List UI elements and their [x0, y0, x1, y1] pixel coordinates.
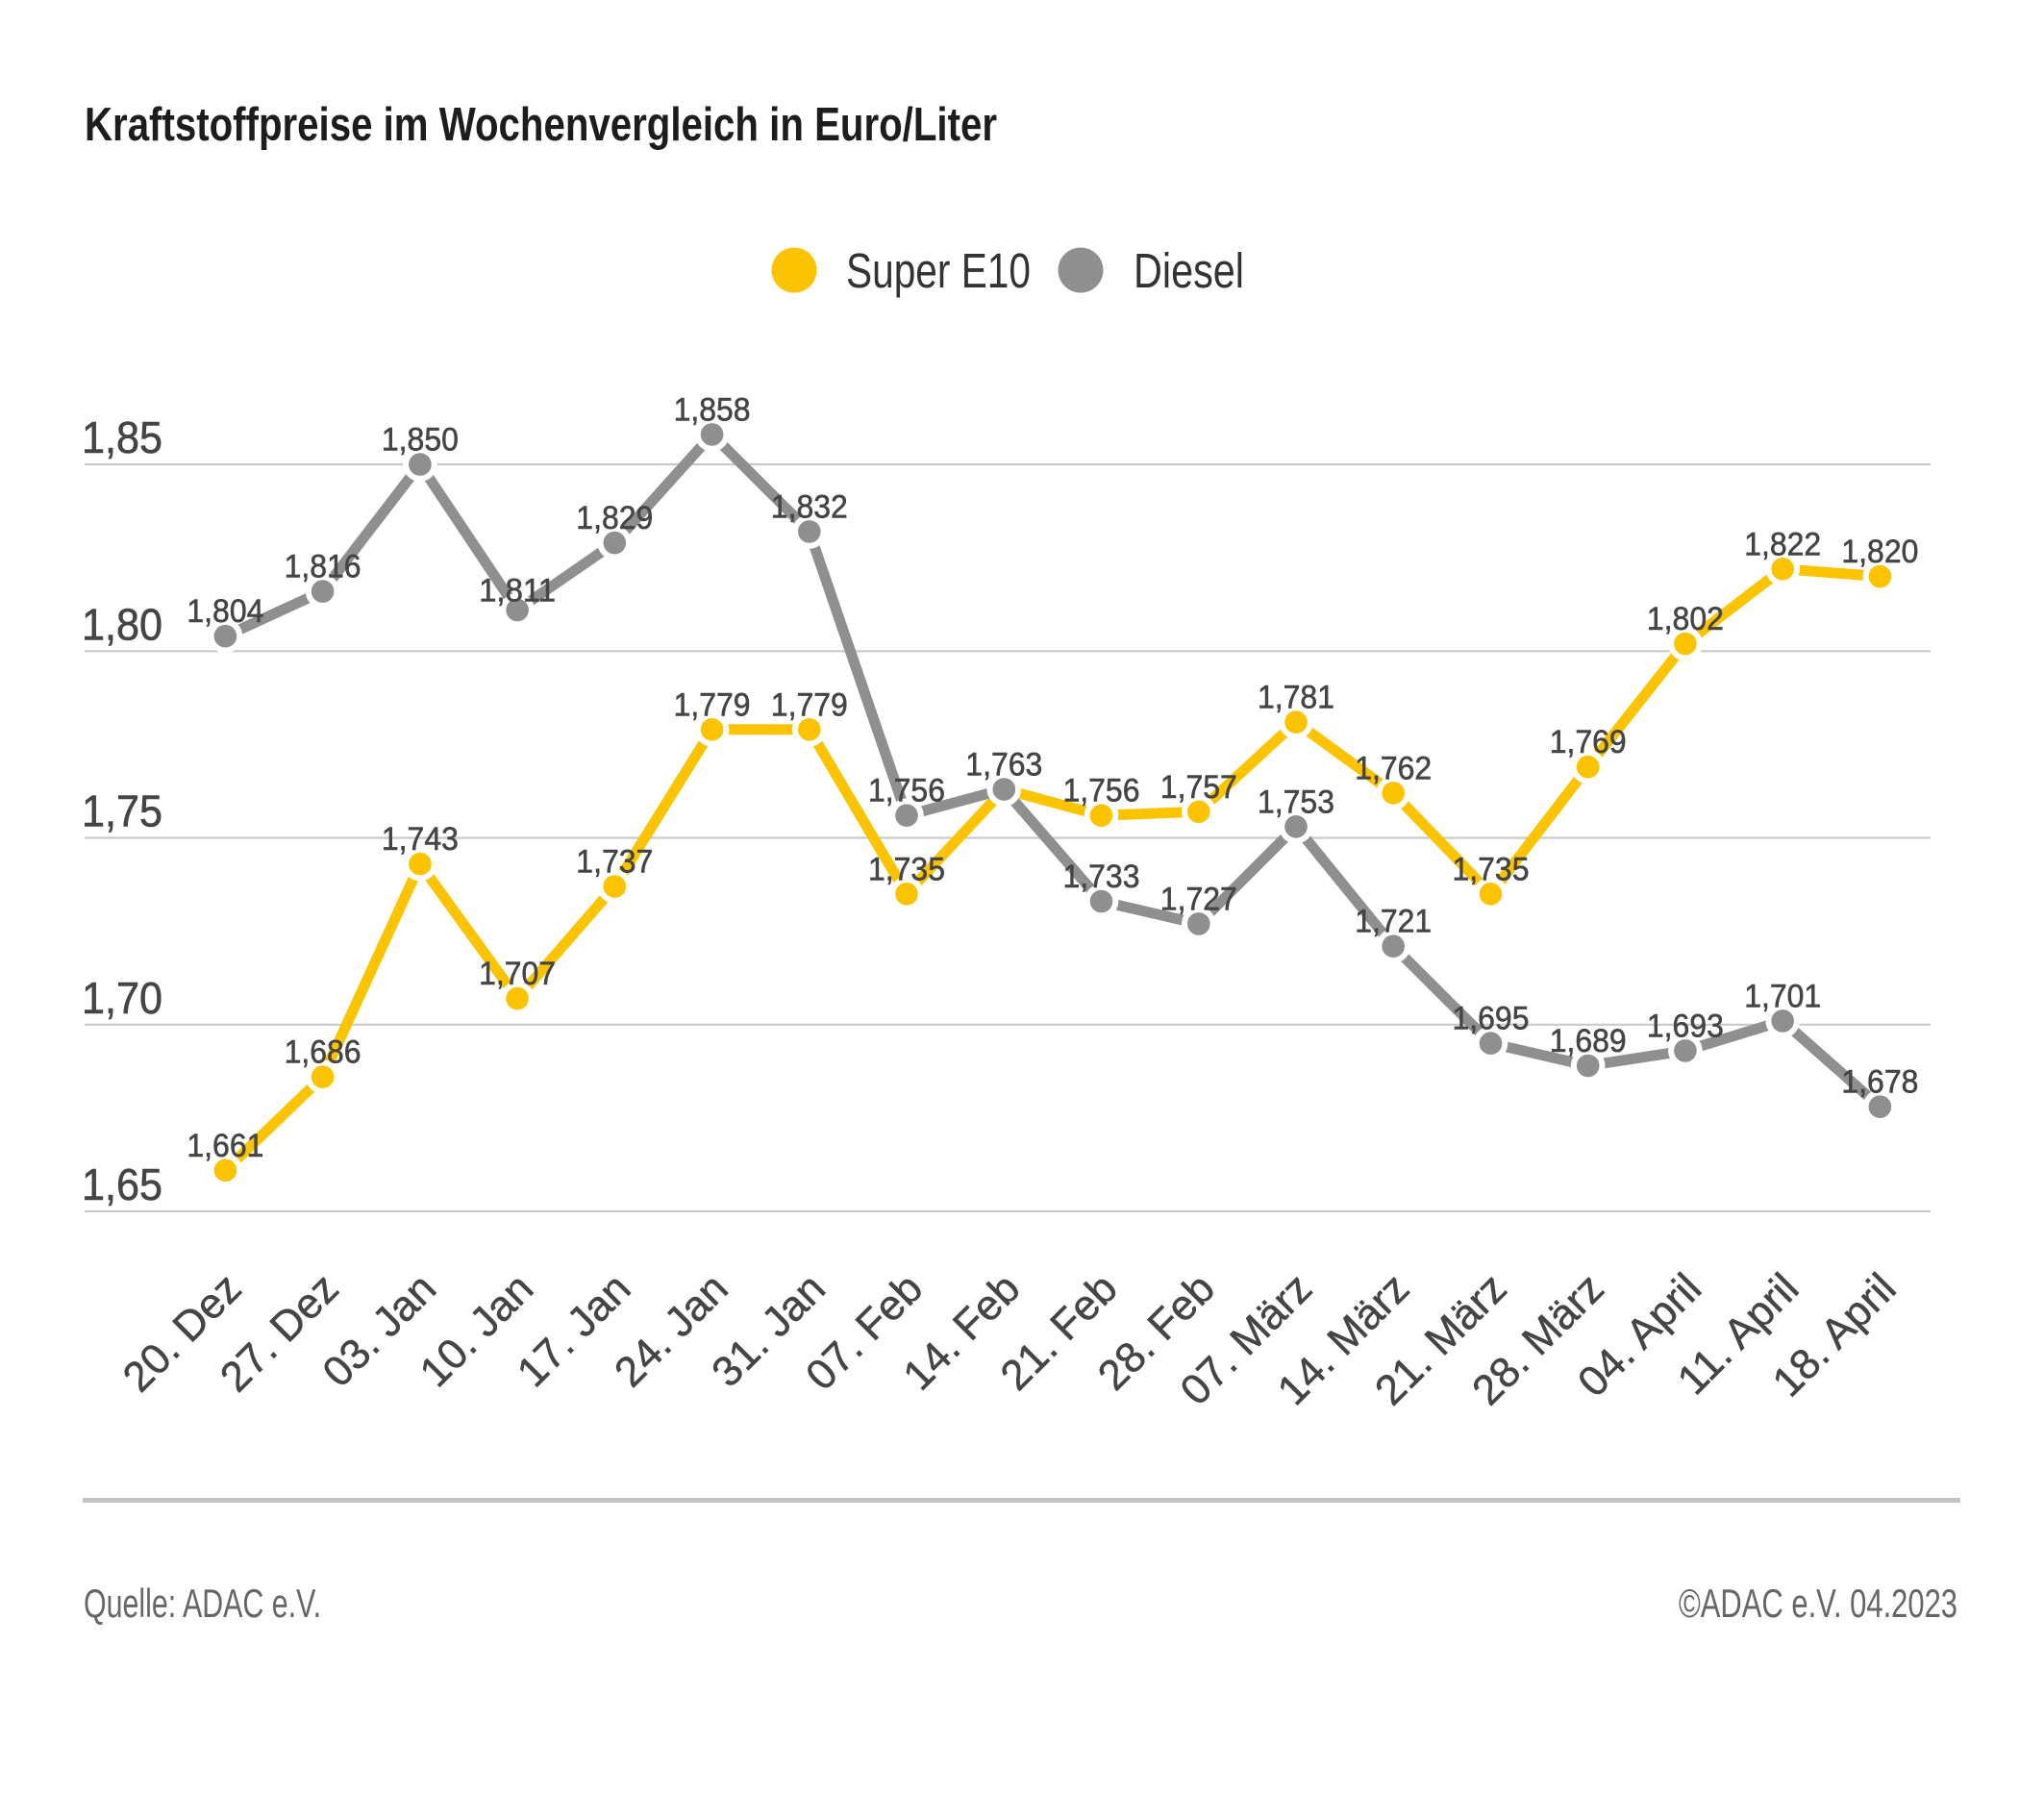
- svg-text:1,802: 1,802: [1647, 601, 1724, 637]
- svg-text:1,753: 1,753: [1258, 784, 1334, 820]
- svg-text:1,701: 1,701: [1744, 978, 1821, 1014]
- svg-text:1,727: 1,727: [1160, 881, 1237, 917]
- svg-text:Super E10: Super E10: [846, 243, 1031, 298]
- svg-text:1,661: 1,661: [187, 1128, 263, 1164]
- svg-text:1,689: 1,689: [1550, 1023, 1627, 1059]
- svg-text:1,733: 1,733: [1063, 859, 1140, 895]
- svg-text:1,769: 1,769: [1550, 724, 1627, 760]
- svg-text:1,756: 1,756: [1063, 773, 1140, 809]
- svg-text:1,829: 1,829: [576, 500, 653, 536]
- svg-text:1,75: 1,75: [82, 786, 162, 836]
- svg-text:1,816: 1,816: [285, 549, 361, 585]
- svg-text:1,756: 1,756: [868, 773, 945, 809]
- svg-text:1,743: 1,743: [382, 821, 459, 858]
- svg-text:1,686: 1,686: [285, 1034, 361, 1071]
- svg-text:1,695: 1,695: [1453, 1001, 1530, 1037]
- svg-text:1,65: 1,65: [82, 1159, 162, 1209]
- svg-text:1,721: 1,721: [1355, 904, 1432, 940]
- svg-text:Kraftstoffpreise im Wochenverg: Kraftstoffpreise im Wochenvergleich in E…: [85, 99, 997, 151]
- svg-text:1,779: 1,779: [674, 686, 751, 723]
- svg-text:1,678: 1,678: [1841, 1064, 1918, 1101]
- svg-text:1,735: 1,735: [868, 851, 945, 887]
- svg-text:1,822: 1,822: [1744, 526, 1821, 562]
- svg-text:1,80: 1,80: [82, 599, 162, 649]
- svg-text:1,804: 1,804: [187, 593, 263, 630]
- svg-text:1,850: 1,850: [382, 422, 459, 459]
- svg-text:1,832: 1,832: [771, 488, 848, 525]
- svg-text:1,735: 1,735: [1453, 851, 1530, 887]
- svg-text:1,762: 1,762: [1355, 750, 1432, 786]
- svg-text:1,85: 1,85: [82, 412, 162, 462]
- svg-text:1,811: 1,811: [479, 573, 556, 610]
- svg-text:1,70: 1,70: [82, 973, 162, 1023]
- svg-text:1,781: 1,781: [1258, 680, 1334, 716]
- svg-text:1,858: 1,858: [674, 391, 751, 428]
- svg-text:1,693: 1,693: [1647, 1008, 1724, 1044]
- svg-text:©ADAC e.V. 04.2023: ©ADAC e.V. 04.2023: [1679, 1581, 1957, 1626]
- svg-text:1,779: 1,779: [771, 686, 848, 723]
- svg-text:1,707: 1,707: [479, 956, 556, 992]
- svg-text:1,763: 1,763: [965, 747, 1042, 784]
- svg-text:Diesel: Diesel: [1134, 243, 1244, 298]
- svg-text:1,737: 1,737: [576, 844, 653, 881]
- svg-text:1,820: 1,820: [1841, 534, 1918, 570]
- svg-text:1,757: 1,757: [1160, 769, 1237, 806]
- svg-text:Quelle: ADAC e.V.: Quelle: ADAC e.V.: [84, 1581, 321, 1626]
